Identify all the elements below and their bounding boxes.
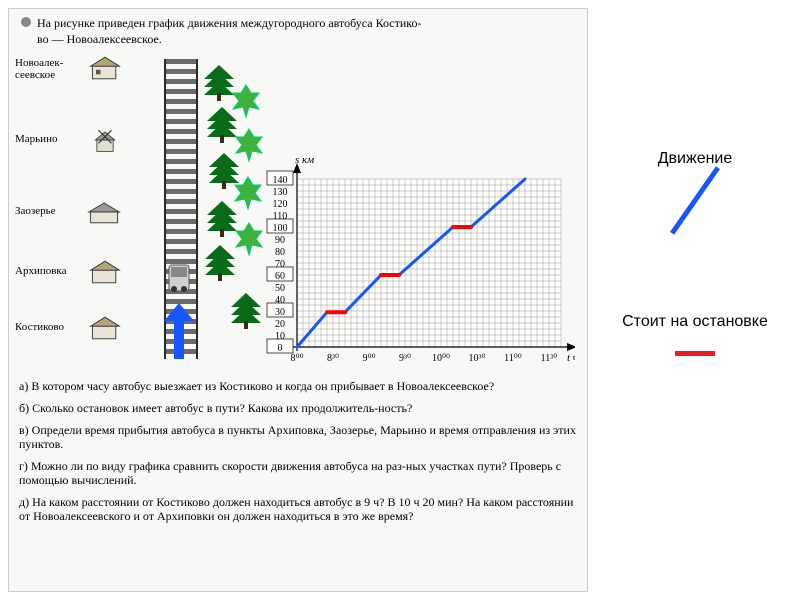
- question-d: д) На каком расстоянии от Костиково долж…: [19, 495, 581, 523]
- legend: Движение Стоит на остановке: [600, 150, 790, 356]
- motion-chart: s км t ч 010203040506070809010011012013014…: [261, 57, 575, 363]
- legend-moving-label: Движение: [600, 150, 790, 168]
- title-line2: во — Новоалексеевское.: [37, 32, 162, 46]
- question-a: а) В котором часу автобус выезжает из Ко…: [19, 379, 581, 393]
- svg-text:40: 40: [275, 295, 285, 306]
- svg-text:80: 80: [275, 247, 285, 258]
- title-line1: На рисунке приведен график движения межд…: [37, 16, 422, 30]
- svg-text:0: 0: [278, 343, 283, 354]
- svg-text:50: 50: [275, 283, 285, 294]
- svg-text:10³⁰: 10³⁰: [468, 353, 485, 363]
- question-v: в) Определи время прибытия автобуса в пу…: [19, 423, 581, 451]
- question-g: г) Можно ли по виду графика сравнить ско…: [19, 459, 581, 487]
- svg-text:140: 140: [273, 175, 288, 186]
- legend-moving-line: [670, 166, 720, 234]
- problem-scan: На рисунке приведен график движения межд…: [8, 8, 588, 592]
- svg-text:70: 70: [275, 259, 285, 270]
- svg-text:11⁰⁰: 11⁰⁰: [504, 353, 522, 363]
- svg-text:60: 60: [275, 271, 285, 282]
- svg-text:30: 30: [275, 307, 285, 318]
- svg-text:11³⁰: 11³⁰: [541, 353, 558, 363]
- svg-text:8⁰⁰: 8⁰⁰: [290, 353, 303, 363]
- svg-text:9⁰⁰: 9⁰⁰: [362, 353, 375, 363]
- bus-icon: [166, 261, 192, 295]
- svg-text:10⁰⁰: 10⁰⁰: [432, 353, 450, 363]
- svg-text:10: 10: [275, 331, 285, 342]
- svg-text:t ч: t ч: [567, 352, 575, 363]
- svg-text:9³⁰: 9³⁰: [399, 353, 411, 363]
- questions: а) В котором часу автобус выезжает из Ко…: [19, 379, 581, 523]
- bus-arrow-head: [164, 303, 194, 321]
- chart-svg: s км t ч 010203040506070809010011012013014…: [261, 57, 575, 363]
- svg-text:20: 20: [275, 319, 285, 330]
- legend-stopped-label: Стоит на остановке: [600, 313, 790, 331]
- svg-text:100: 100: [273, 223, 288, 234]
- svg-text:130: 130: [273, 187, 288, 198]
- loc-arkhipovka: Архиповка: [15, 265, 135, 277]
- svg-text:s км: s км: [295, 154, 314, 166]
- svg-text:8³⁰: 8³⁰: [327, 353, 339, 363]
- question-b: б) Сколько остановок имеет автобус в пут…: [19, 401, 581, 415]
- loc-marino: Марьино: [15, 133, 135, 145]
- loc-zaozere: Заозерье: [15, 205, 135, 217]
- loc-kostikovo: Костиково: [15, 321, 135, 333]
- svg-text:90: 90: [275, 235, 285, 246]
- svg-text:110: 110: [273, 211, 288, 222]
- problem-title: На рисунке приведен график движения межд…: [37, 15, 557, 47]
- bus-arrow-body: [174, 319, 184, 359]
- loc-novoalekseevskoe: Новоалек- сеевское: [15, 57, 135, 81]
- svg-text:120: 120: [273, 199, 288, 210]
- legend-stopped-line: [675, 351, 715, 356]
